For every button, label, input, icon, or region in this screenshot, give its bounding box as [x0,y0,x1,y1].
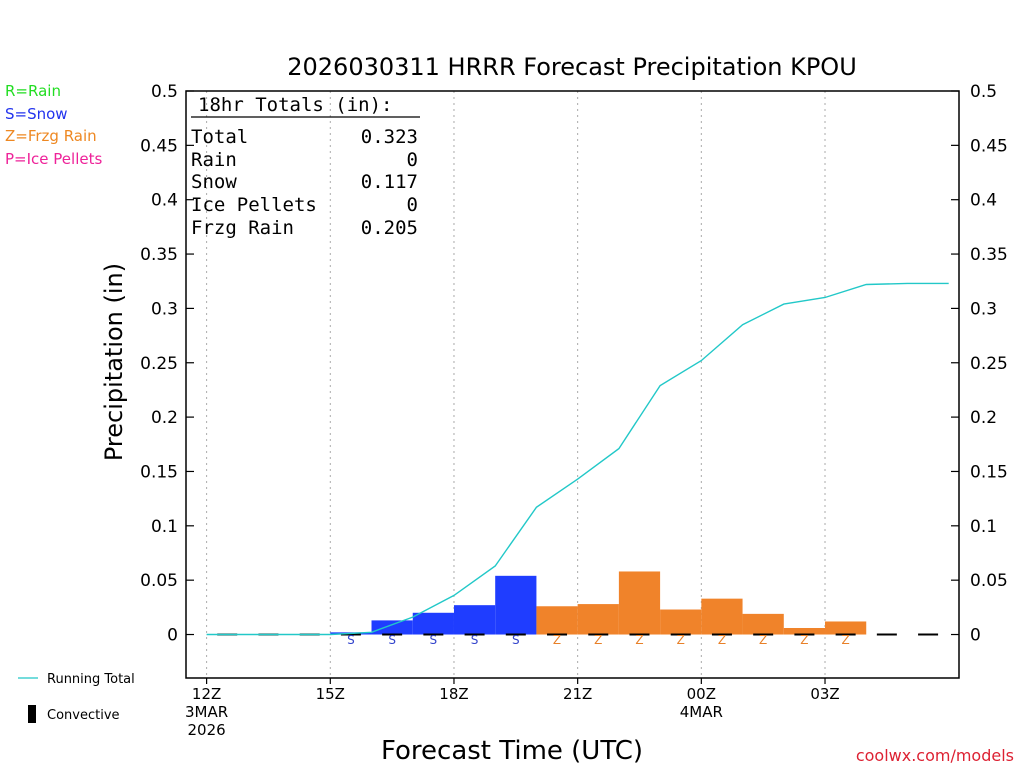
totals-value-snow: 0.117 [361,171,418,193]
x-tick-label: 00Z [687,685,716,703]
legend-ice-pellets: P=Ice Pellets [5,150,102,168]
x-tick-label: 4MAR [680,703,723,721]
precip-bar [618,571,661,635]
totals-value-ice-pellets: 0 [407,194,418,216]
precip-type-marker: Z [718,633,726,647]
precip-type-marker: Z [677,633,685,647]
y-tick-label-left: 0.2 [151,408,178,428]
y-tick-label-left: 0.25 [140,354,178,374]
y-tick-label-left: 0.05 [140,571,178,591]
precip-type-marker: Z [800,633,808,647]
legend-frzg-rain: Z=Frzg Rain [5,127,97,145]
x-tick-label: 03Z [810,685,839,703]
y-tick-label-right: 0.35 [970,245,1008,265]
running-total-line [206,282,949,636]
y-tick-label-left: 0.3 [151,299,178,319]
totals-label-total: Total [191,126,248,148]
y-tick-label-left: 0.4 [151,191,178,211]
totals-label-ice-pellets: Ice Pellets [191,194,317,216]
precip-type-marker: S [430,633,438,647]
chart-title: 2026030311 HRRR Forecast Precipitation K… [287,53,857,81]
precip-bar [660,609,702,635]
precip-bar [412,612,454,635]
y-tick-label-right: 0.5 [970,82,997,102]
y-axis-label: Precipitation (in) [100,263,128,461]
x-tick-label: 3MAR [185,703,228,721]
precip-type-marker: S [388,633,396,647]
totals-label-frzg-rain: Frzg Rain [191,217,294,239]
precip-bar [536,606,578,635]
y-tick-label-right: 0 [970,626,981,646]
y-tick-label-right: 0.25 [970,354,1008,374]
legend-running-total-label: Running Total [47,672,135,687]
precip-type-marker: S [512,633,520,647]
x-tick-label: 21Z [563,685,592,703]
precip-bar [371,620,413,635]
y-tick-label-left: 0.5 [151,82,178,102]
totals-value-frzg-rain: 0.205 [361,217,418,239]
precip-bar [825,621,867,635]
precip-type-marker: Z [759,633,767,647]
totals-value-rain: 0 [407,149,418,171]
precip-type-marker: S [471,633,479,647]
plot-frame [185,90,960,679]
precip-type-marker: S [347,633,355,647]
totals-header: 18hr Totals (in): [198,94,392,116]
precip-bar [453,605,496,635]
y-axis-ticks: 0 0 0.05 0.05 0.1 0.1 0.15 0.15 0.2 0.2 0.25 0.25 0.… [140,82,1008,646]
precip-type-marker: Z [594,633,602,647]
y-tick-label-right: 0.3 [970,299,997,319]
totals-value-total: 0.323 [361,126,418,148]
y-tick-label-right: 0.4 [970,191,997,211]
y-tick-label-right: 0.2 [970,408,997,428]
precip-bar [495,575,537,635]
precip-bars [330,571,867,635]
legend-convective-swatch [28,705,36,723]
precip-type-marker: Z [635,633,643,647]
precip-type-marker: Z [842,633,850,647]
precip-bar [783,627,826,635]
legend-convective-label: Convective [47,708,120,723]
y-tick-label-right: 0.45 [970,136,1008,156]
legend-rain: R=Rain [5,82,61,100]
x-axis-label: Forecast Time (UTC) [381,736,643,766]
y-tick-label-right: 0.1 [970,517,997,537]
vertical-gridlines [206,91,826,678]
y-tick-label-left: 0.15 [140,462,178,482]
y-tick-label-left: 0 [167,626,178,646]
totals-box: 18hr Totals (in): Total 0.323 Rain 0 Sno… [191,94,420,239]
x-tick-label: 15Z [316,685,345,703]
x-tick-label: 18Z [439,685,468,703]
x-tick-label: 12Z [192,685,221,703]
y-tick-label-right: 0.15 [970,462,1008,482]
precip-bar [742,613,784,635]
y-tick-label-left: 0.1 [151,517,178,537]
y-tick-label-right: 0.05 [970,571,1008,591]
precip-bar [577,604,619,635]
legend-snow: S=Snow [5,105,68,123]
totals-label-rain: Rain [191,149,237,171]
x-tick-label: 2026 [188,721,226,739]
y-tick-label-left: 0.45 [140,136,178,156]
totals-label-snow: Snow [191,171,237,193]
precip-bar [701,598,743,635]
running-total-series [206,282,949,636]
credit-text: coolwx.com/models [856,746,1014,765]
precip-type-marker: Z [553,633,561,647]
y-tick-label-left: 0.35 [140,245,178,265]
